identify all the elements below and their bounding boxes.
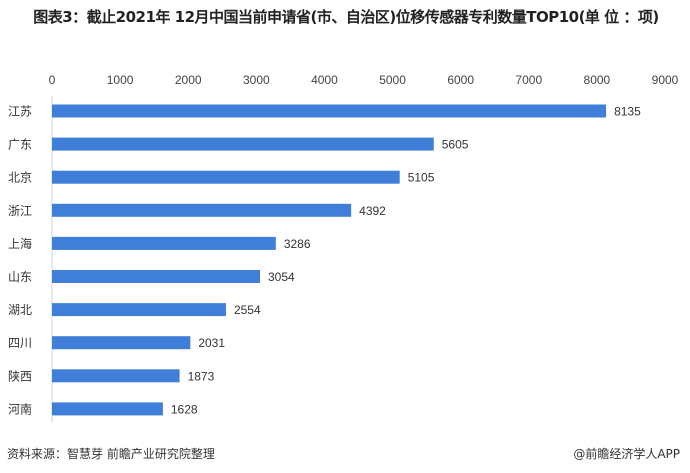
y-category-label: 上海 bbox=[8, 236, 32, 251]
bar bbox=[52, 270, 261, 283]
x-tick-label: 0 bbox=[49, 73, 56, 87]
y-category-label: 湖北 bbox=[8, 302, 32, 317]
data-label: 4392 bbox=[359, 204, 386, 218]
data-label: 3054 bbox=[268, 270, 295, 284]
bar bbox=[52, 336, 191, 350]
bar bbox=[52, 303, 226, 317]
y-category-label: 浙江 bbox=[8, 204, 32, 218]
data-label: 8135 bbox=[614, 105, 641, 119]
y-category-label: 广东 bbox=[8, 138, 32, 152]
bar bbox=[52, 170, 400, 184]
data-label: 5605 bbox=[442, 138, 469, 152]
bar bbox=[52, 236, 276, 250]
bar bbox=[52, 402, 163, 416]
y-category-label: 河南 bbox=[8, 401, 32, 416]
x-tick-label: 1000 bbox=[107, 73, 134, 87]
bar bbox=[52, 104, 607, 118]
x-tick-label: 5000 bbox=[379, 73, 406, 87]
y-category-label: 北京 bbox=[8, 171, 32, 185]
data-label: 1873 bbox=[188, 369, 215, 383]
data-label: 2554 bbox=[234, 303, 261, 317]
data-label: 1628 bbox=[171, 402, 198, 416]
y-category-label: 山东 bbox=[8, 270, 32, 284]
brand-label: @前瞻经济学人APP bbox=[573, 447, 680, 461]
x-tick-label: 7000 bbox=[515, 73, 542, 87]
y-category-label: 江苏 bbox=[8, 105, 32, 119]
chart-title: 图表3：截止2021年 12月中国当前申请省(市、自治区)位移传感器专利数量TO… bbox=[33, 8, 659, 26]
data-label: 2031 bbox=[198, 336, 225, 350]
bar bbox=[52, 137, 434, 151]
x-tick-label: 4000 bbox=[311, 73, 338, 87]
x-tick-label: 9000 bbox=[652, 73, 679, 87]
x-tick-label: 6000 bbox=[447, 73, 474, 87]
y-category-label: 陕西 bbox=[8, 368, 32, 383]
bar bbox=[52, 203, 352, 217]
bar bbox=[52, 369, 180, 383]
source-note: 资料来源：智慧芽 前瞻产业研究院整理 bbox=[7, 447, 215, 461]
data-label: 3286 bbox=[284, 237, 311, 251]
data-label: 5105 bbox=[408, 171, 435, 185]
y-category-label: 四川 bbox=[8, 336, 32, 350]
x-tick-label: 2000 bbox=[175, 73, 202, 87]
x-tick-label: 8000 bbox=[584, 73, 611, 87]
x-tick-label: 3000 bbox=[243, 73, 270, 87]
